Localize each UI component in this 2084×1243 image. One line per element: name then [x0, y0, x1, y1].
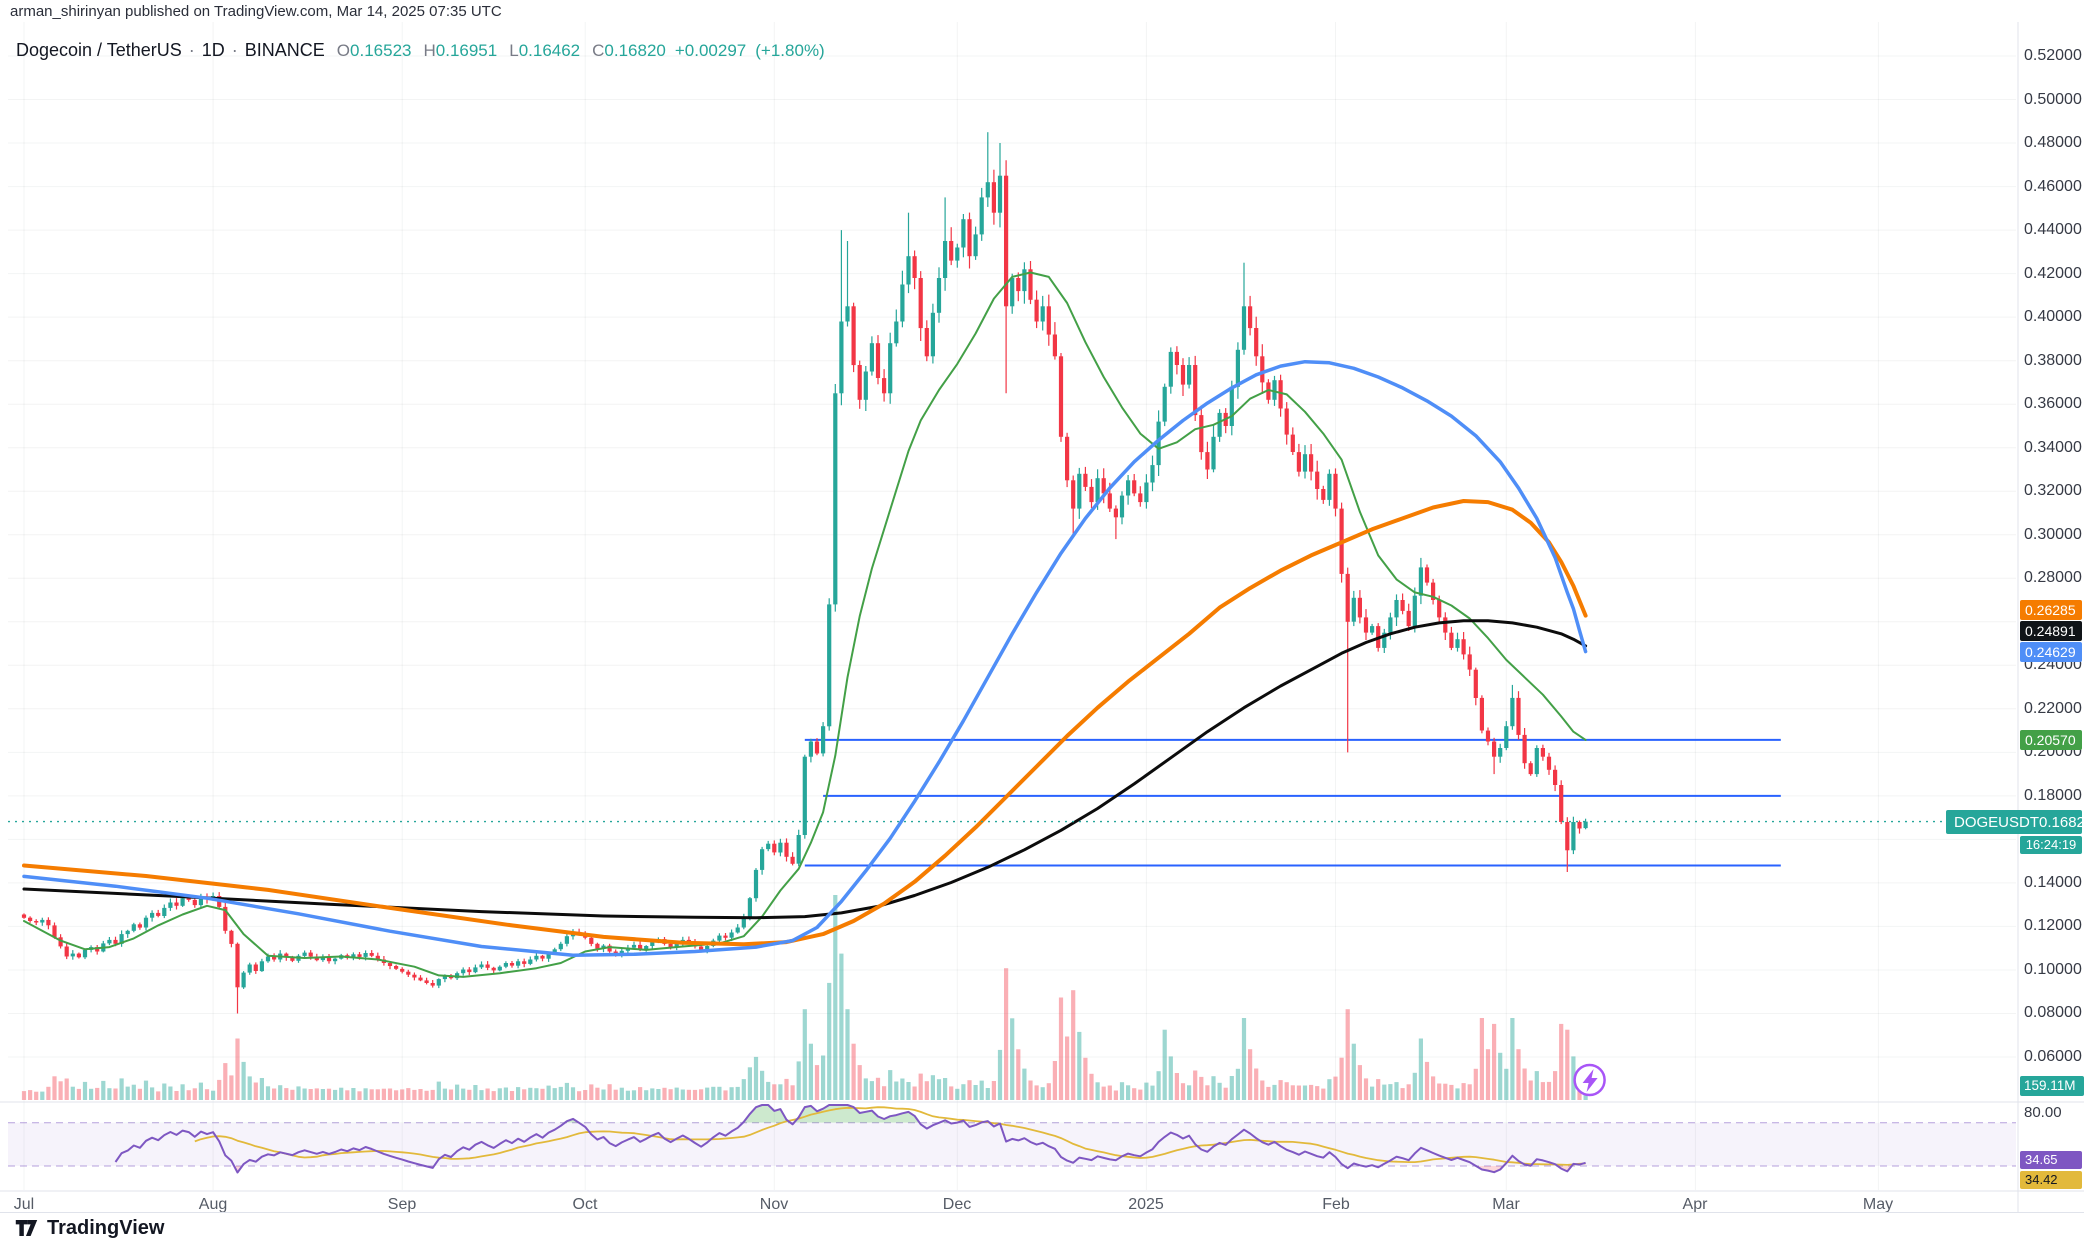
- price-axis-tick: 0.38000: [2024, 352, 2082, 369]
- price-axis-tick: 0.46000: [2024, 178, 2082, 195]
- change-percent: (+1.80%): [755, 41, 825, 60]
- rsi-ma-line: [194, 1106, 1586, 1166]
- price-axis-tick: 0.44000: [2024, 221, 2082, 238]
- close-value: 0.16820: [604, 41, 666, 60]
- bar-countdown: 16:24:19: [2020, 836, 2082, 854]
- low-value: 0.16462: [518, 41, 581, 60]
- time-axis-tick: Jul: [13, 1196, 35, 1213]
- price-axis-tick: 0.52000: [2024, 47, 2082, 64]
- open-label: O: [336, 41, 351, 60]
- price-axis-tick: 0.40000: [2024, 308, 2082, 325]
- tradingview-logo-text[interactable]: TradingView: [47, 1216, 165, 1239]
- time-axis-tick: Apr: [1682, 1196, 1708, 1213]
- rsi-line: [114, 1104, 1586, 1174]
- legend-separator: ·: [188, 40, 195, 60]
- price-axis-tick: 0.22000: [2024, 700, 2082, 717]
- price-axis-tick: 0.32000: [2024, 482, 2082, 499]
- price-axis-tick: 0.06000: [2024, 1048, 2082, 1065]
- last-price-value: 0.16820: [2039, 813, 2084, 831]
- symbol-name[interactable]: Dogecoin / TetherUS: [16, 40, 182, 60]
- price-axis-tick: 0.18000: [2024, 787, 2082, 804]
- price-axis-tick: 0.08000: [2024, 1004, 2082, 1021]
- tradingview-logo-icon[interactable]: [14, 1217, 39, 1239]
- time-axis[interactable]: [0, 1191, 2018, 1212]
- legend-separator: ·: [231, 40, 238, 60]
- high-value: 0.16951: [435, 41, 498, 60]
- ma-price-label: 0.20570: [2020, 730, 2082, 750]
- rsi-value-label: 34.65: [2020, 1151, 2082, 1169]
- price-axis-tick: 0.34000: [2024, 439, 2082, 456]
- time-axis-tick: Aug: [198, 1196, 228, 1213]
- price-axis-tick: 0.48000: [2024, 134, 2082, 151]
- time-axis-tick: Oct: [572, 1196, 598, 1213]
- ma-price-label: 0.24891: [2020, 621, 2082, 641]
- time-axis-tick: May: [1862, 1196, 1894, 1213]
- price-axis-tick: 0.50000: [2024, 91, 2082, 108]
- price-axis-tick: 0.10000: [2024, 961, 2082, 978]
- volume-value-label: 159.11M: [2020, 1076, 2084, 1096]
- rsi-ma-value-label: 34.42: [2020, 1171, 2082, 1189]
- time-axis-tick: Feb: [1322, 1196, 1350, 1213]
- attribution-bar: arman_shirinyan published on TradingView…: [0, 0, 2084, 22]
- price-axis-tick: 0.14000: [2024, 874, 2082, 891]
- ma-price-label: 0.26285: [2020, 600, 2082, 620]
- price-axis-tick: 0.36000: [2024, 395, 2082, 412]
- rsi-axis-tick: 80.00: [2024, 1104, 2062, 1121]
- ohlc-values: O0.16523 H0.16951 L0.16462 C0.16820 +0.00297…: [325, 40, 825, 60]
- high-label: H: [423, 41, 436, 60]
- symbol-legend: Dogecoin / TetherUS · 1D · BINANCE O0.16523 H0…: [16, 40, 825, 61]
- ma-price-label: 0.24629: [2020, 642, 2082, 662]
- lightning-icon[interactable]: [1573, 1063, 1606, 1097]
- open-value: 0.16523: [350, 41, 412, 60]
- time-axis-tick: 2025: [1128, 1196, 1164, 1213]
- change-value: +0.00297: [674, 41, 747, 60]
- price-axis-tick: 0.30000: [2024, 526, 2082, 543]
- footer-bar: TradingView: [0, 1212, 2084, 1243]
- close-label: C: [592, 41, 605, 60]
- sma-100-line: [22, 499, 1588, 947]
- ticker-name: DOGEUSDT: [1954, 813, 2040, 831]
- exchange-label[interactable]: BINANCE: [244, 40, 325, 60]
- price-axis-tick: 0.42000: [2024, 265, 2082, 282]
- low-label: L: [509, 41, 519, 60]
- sma-200-line: [22, 619, 1588, 920]
- time-axis-tick: Sep: [387, 1196, 417, 1213]
- ema-21-line: [23, 271, 1587, 978]
- interval-label[interactable]: 1D: [201, 40, 225, 60]
- time-axis-tick: Nov: [759, 1196, 789, 1213]
- time-axis-tick: Dec: [942, 1196, 972, 1213]
- time-axis-tick: Mar: [1492, 1196, 1520, 1213]
- last-price-label: DOGEUSDT 0.16820: [1946, 810, 2084, 834]
- price-axis-tick: 0.28000: [2024, 569, 2082, 586]
- price-axis-tick: 0.12000: [2024, 917, 2082, 934]
- sma-50-line: [22, 359, 1588, 957]
